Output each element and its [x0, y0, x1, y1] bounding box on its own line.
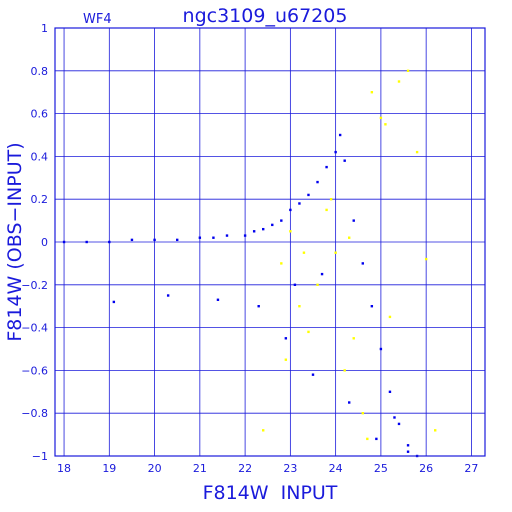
- x-tick-label: 18: [57, 462, 71, 475]
- data-point: [311, 373, 315, 376]
- data-point: [262, 227, 265, 231]
- data-point: [293, 283, 297, 286]
- data-point: [384, 123, 387, 126]
- plot-frame: [54, 27, 486, 457]
- data-point: [307, 330, 310, 334]
- data-point: [406, 69, 410, 72]
- data-point: [320, 272, 324, 276]
- data-point: [388, 390, 392, 393]
- data-point: [334, 251, 337, 254]
- data-point: [257, 305, 260, 308]
- data-point: [379, 347, 383, 351]
- data-point: [252, 230, 256, 233]
- data-point: [85, 240, 88, 244]
- y-tick-label: 0: [41, 236, 48, 249]
- y-axis-label: F814W (OBS−INPUT): [4, 142, 26, 341]
- data-point: [366, 437, 369, 441]
- data-point: [434, 429, 437, 432]
- data-point: [415, 150, 419, 154]
- data-point: [176, 238, 179, 242]
- data-point: [298, 202, 301, 205]
- data-point: [375, 437, 378, 441]
- data-point: [316, 180, 319, 184]
- data-point: [325, 208, 328, 212]
- data-point: [216, 298, 220, 301]
- x-axis-label: F814W INPUT: [203, 482, 338, 504]
- y-tick-label: −0.6: [21, 364, 48, 377]
- data-point: [112, 300, 116, 304]
- data-point: [166, 294, 170, 297]
- data-point: [388, 315, 392, 319]
- data-point: [262, 429, 265, 432]
- data-point: [130, 238, 134, 242]
- data-point: [271, 223, 274, 227]
- y-tick-label: 0.8: [31, 65, 49, 78]
- y-tick-label: 1: [41, 22, 48, 35]
- data-point: [424, 257, 428, 261]
- data-point: [329, 198, 333, 201]
- data-point: [397, 422, 401, 426]
- data-point: [348, 236, 351, 239]
- y-tick-label: 0.4: [31, 150, 49, 163]
- data-point: [289, 208, 292, 212]
- data-point: [343, 369, 346, 372]
- data-point: [361, 262, 364, 265]
- y-tick-label: −0.2: [21, 279, 48, 292]
- x-tick-label: 27: [464, 462, 478, 475]
- data-point: [397, 80, 401, 83]
- x-tick-label: 21: [193, 462, 207, 475]
- data-point: [289, 230, 292, 233]
- x-tick-label: 20: [148, 462, 162, 475]
- data-point: [393, 416, 396, 419]
- x-tick-label: 24: [329, 462, 343, 475]
- x-tick-label: 22: [238, 462, 252, 475]
- data-point: [153, 238, 156, 242]
- panel-label: WF4: [83, 12, 112, 27]
- data-point: [284, 337, 288, 340]
- data-point: [243, 234, 247, 237]
- data-point: [334, 150, 337, 154]
- data-point: [370, 305, 374, 308]
- data-point: [212, 236, 215, 239]
- data-point: [198, 236, 202, 239]
- chart-title: ngc3109_u67205: [183, 5, 348, 27]
- axis-ticks: 18 19 20 21 22 23 24 25 26 27 −1 −0.8 −0.6 −0.4 −0.2 0 0…: [21, 22, 478, 475]
- data-point: [307, 193, 310, 197]
- data-point: [280, 219, 283, 222]
- data-point: [352, 337, 355, 340]
- data-point: [302, 251, 306, 254]
- data-point: [343, 159, 346, 162]
- data-point: [316, 283, 319, 286]
- data-point: [379, 116, 383, 120]
- data-point: [225, 234, 229, 237]
- data-point: [348, 401, 351, 404]
- x-tick-label: 26: [419, 462, 433, 475]
- data-points: [62, 69, 437, 458]
- data-point: [352, 219, 355, 222]
- data-point: [284, 358, 288, 361]
- y-tick-label: −0.8: [21, 407, 48, 420]
- data-point: [406, 450, 410, 453]
- y-tick-label: −0.4: [21, 322, 48, 335]
- data-point: [338, 133, 342, 137]
- data-point: [298, 305, 301, 308]
- data-point: [280, 262, 283, 265]
- y-tick-label: 0.6: [31, 108, 49, 121]
- y-tick-label: 0.2: [31, 193, 49, 206]
- x-tick-label: 19: [102, 462, 116, 475]
- data-point: [406, 444, 410, 447]
- data-point: [325, 165, 328, 169]
- x-tick-label: 25: [374, 462, 388, 475]
- data-point: [62, 240, 66, 244]
- x-tick-label: 23: [283, 462, 297, 475]
- data-point: [361, 412, 364, 415]
- data-point: [108, 240, 111, 244]
- data-point: [370, 91, 374, 94]
- y-tick-label: −1: [32, 450, 48, 463]
